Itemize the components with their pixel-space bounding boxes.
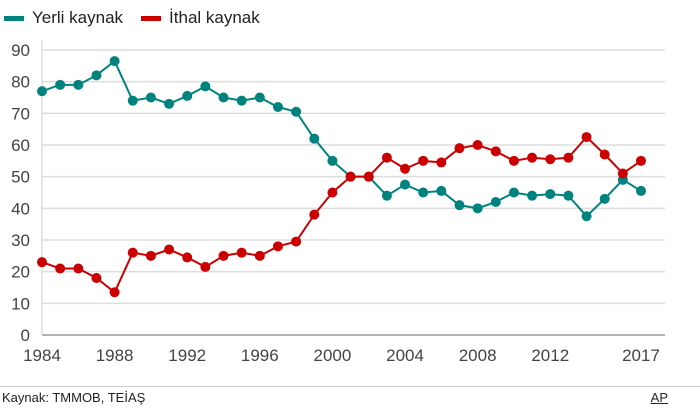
x-tick-label: 2012 xyxy=(531,346,569,365)
data-point xyxy=(617,168,628,179)
data-point xyxy=(599,149,610,160)
x-tick-label: 1984 xyxy=(23,346,61,365)
data-point xyxy=(527,152,538,163)
x-tick-label: 1992 xyxy=(168,346,206,365)
x-tick-label: 2017 xyxy=(622,346,660,365)
legend-item-ithal: İthal kaynak xyxy=(141,8,260,28)
data-point xyxy=(73,79,84,90)
data-point xyxy=(200,261,211,272)
data-point xyxy=(636,155,646,166)
data-point xyxy=(291,106,302,117)
data-point xyxy=(581,211,592,222)
data-point xyxy=(472,203,483,214)
data-point xyxy=(381,190,392,201)
data-point xyxy=(109,56,120,67)
data-point xyxy=(545,154,556,165)
y-tick-label: 10 xyxy=(11,294,30,313)
data-point xyxy=(127,95,138,106)
data-point xyxy=(236,247,247,258)
series-line-0 xyxy=(41,59,642,218)
data-point xyxy=(37,86,47,97)
data-point xyxy=(309,133,320,144)
data-point xyxy=(545,189,556,200)
data-point xyxy=(145,250,156,261)
data-point xyxy=(327,155,338,166)
data-point xyxy=(490,197,501,207)
data-point xyxy=(73,263,84,274)
data-point xyxy=(418,187,429,198)
x-tick-label: 2000 xyxy=(314,346,352,365)
data-point xyxy=(236,95,247,106)
data-point xyxy=(563,152,574,163)
legend: Yerli kaynak İthal kaynak xyxy=(4,8,260,28)
data-point xyxy=(164,244,175,255)
data-point xyxy=(508,187,519,198)
y-tick-label: 60 xyxy=(11,136,30,155)
footer-divider xyxy=(0,386,700,387)
data-point xyxy=(145,92,156,103)
data-point xyxy=(55,263,66,274)
data-point xyxy=(472,140,483,150)
data-point xyxy=(400,163,411,174)
data-point xyxy=(581,132,592,143)
data-point xyxy=(436,185,447,196)
data-point xyxy=(599,193,610,204)
data-point xyxy=(418,155,429,166)
data-point xyxy=(37,257,47,268)
y-tick-label: 40 xyxy=(11,199,30,218)
data-point xyxy=(164,98,175,109)
data-point xyxy=(218,92,229,103)
plot-area: 0 10 20 30 40 50 60 70 80 90 1984 1988 1992 1996 2000 2… xyxy=(11,40,665,365)
x-tick-label: 1996 xyxy=(241,346,279,365)
data-point xyxy=(309,209,320,220)
data-point xyxy=(182,252,193,263)
y-tick-label: 70 xyxy=(11,104,30,123)
legend-swatch xyxy=(141,15,162,21)
data-point xyxy=(55,79,66,90)
data-point xyxy=(636,185,646,196)
y-tick-label: 0 xyxy=(21,326,30,345)
data-point xyxy=(272,241,283,252)
data-point xyxy=(291,236,302,247)
data-point xyxy=(200,81,211,92)
series-line-1 xyxy=(41,135,642,294)
data-point xyxy=(182,90,193,101)
x-tick-label: 2004 xyxy=(386,346,424,365)
data-point xyxy=(454,200,465,211)
data-point xyxy=(527,190,538,201)
data-point xyxy=(454,143,465,154)
legend-label: Yerli kaynak xyxy=(32,8,124,27)
data-point xyxy=(254,92,265,103)
data-point xyxy=(218,250,229,261)
y-tick-label: 90 xyxy=(11,41,30,60)
data-point xyxy=(381,152,392,163)
x-tick-label: 1988 xyxy=(96,346,134,365)
data-point xyxy=(254,250,265,261)
data-point xyxy=(127,247,138,258)
credit-link[interactable]: AP xyxy=(650,390,668,405)
y-tick-label: 80 xyxy=(11,73,30,92)
data-point xyxy=(109,287,120,298)
legend-label: İthal kaynak xyxy=(169,8,260,27)
y-tick-label: 20 xyxy=(11,263,30,282)
data-point xyxy=(436,157,447,168)
legend-swatch xyxy=(4,15,24,21)
data-point xyxy=(345,171,356,182)
data-point xyxy=(508,155,519,166)
data-point xyxy=(363,171,374,182)
x-tick-label: 2008 xyxy=(459,346,497,365)
data-point xyxy=(400,179,411,190)
data-point xyxy=(490,146,501,157)
data-point xyxy=(272,102,283,112)
data-point xyxy=(327,187,338,198)
data-point xyxy=(91,273,102,283)
y-tick-label: 50 xyxy=(11,168,30,187)
data-point xyxy=(91,70,102,81)
source-text: Kaynak: TMMOB, TEİAŞ xyxy=(2,390,146,405)
legend-item-yerli: Yerli kaynak xyxy=(4,8,123,28)
y-tick-label: 30 xyxy=(11,231,30,250)
data-point xyxy=(563,190,574,201)
